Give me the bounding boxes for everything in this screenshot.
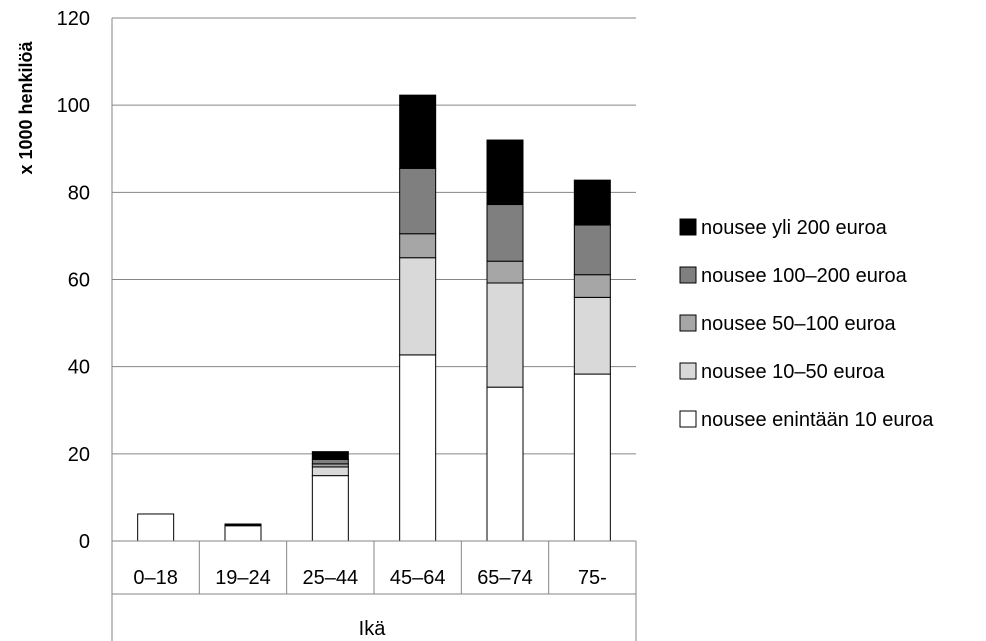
legend-label: nousee 100–200 euroa (701, 265, 908, 287)
bar-segment (399, 354, 437, 542)
legend-label: nousee 50–100 euroa (701, 313, 896, 335)
legend-swatch (679, 218, 697, 236)
y-tick-label: 40 (68, 357, 90, 379)
legend-swatch (679, 314, 697, 332)
bar-segment (486, 282, 524, 388)
bar-segment (399, 233, 437, 259)
axes (111, 18, 637, 641)
bar-segment (486, 139, 524, 206)
bar-segment (399, 167, 437, 235)
x-category-label: 25–44 (303, 567, 359, 589)
y-tick-label: 100 (57, 95, 90, 117)
bar-segment (311, 458, 349, 465)
y-tick-label: 120 (57, 8, 90, 30)
x-category-label: 65–74 (477, 567, 533, 589)
legend-label: nousee enintään 10 euroa (701, 409, 934, 431)
x-category-label: 45–64 (390, 567, 446, 589)
x-category-label: 75- (578, 567, 607, 589)
legend-label: nousee 10–50 euroa (701, 361, 885, 383)
y-tick-label: 20 (68, 444, 90, 466)
gridlines (112, 17, 636, 455)
bar-segment (137, 513, 175, 542)
x-category-labels: 0–18 19–24 25–44 45–64 65–74 75- (133, 567, 606, 589)
bar-segment (573, 296, 611, 375)
bar-segment (224, 523, 262, 526)
y-tick-label: 60 (68, 270, 90, 292)
bar-segment (399, 257, 437, 356)
y-tick-label: 80 (68, 182, 90, 204)
bar-segment (224, 525, 262, 542)
bar-segment (486, 260, 524, 284)
x-category-label: 19–24 (215, 567, 271, 589)
bar-segment (573, 179, 611, 226)
y-tick-label: 0 (79, 531, 90, 553)
bar-segment (399, 94, 437, 169)
bar-segment (486, 204, 524, 262)
legend-swatch (679, 410, 697, 428)
legend: nousee yli 200 euroa nousee 100–200 euroa… (679, 217, 934, 431)
bar-segment (486, 386, 524, 542)
bar-segment (311, 466, 349, 477)
bar-segment (573, 224, 611, 276)
bar-segment (573, 274, 611, 298)
y-tick-labels: 0 20 40 60 80 100 120 (57, 8, 90, 553)
y-axis-title: x 1000 henkilöä (16, 40, 36, 174)
bar-segment (311, 451, 349, 460)
bars (137, 94, 611, 542)
bar-segment (311, 475, 349, 542)
legend-label: nousee yli 200 euroa (701, 217, 888, 239)
legend-swatch (679, 362, 697, 380)
legend-swatch (679, 266, 697, 284)
x-axis-title: Ikä (359, 618, 387, 640)
x-category-label: 0–18 (133, 567, 178, 589)
bar-segment (573, 373, 611, 542)
